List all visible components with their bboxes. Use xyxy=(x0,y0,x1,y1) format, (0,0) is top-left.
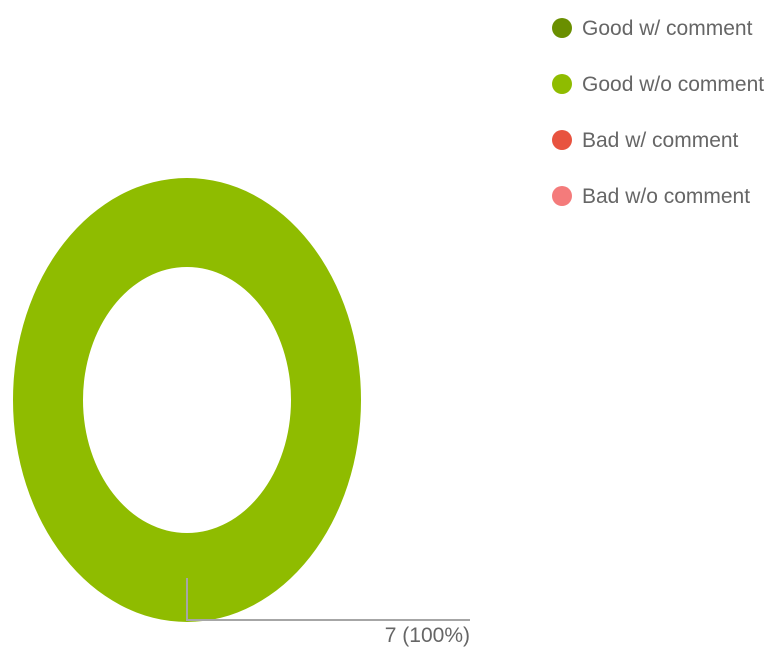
legend-marker-bad-w-comment xyxy=(552,130,572,150)
data-label-leaders xyxy=(186,578,470,621)
legend-marker-good-w-o-comment xyxy=(552,74,572,94)
legend: Good w/ comment Good w/o comment Bad w/ co… xyxy=(552,17,764,208)
legend-label-good-w-comment: Good w/ comment xyxy=(582,17,753,40)
donut-slices xyxy=(13,178,361,622)
legend-marker-good-w-comment xyxy=(552,18,572,38)
legend-label-good-w-o-comment: Good w/o comment xyxy=(582,73,764,96)
data-label-leader-line xyxy=(186,578,470,621)
data-label-good-wo-comment: 7 (100%) xyxy=(385,624,470,647)
legend-marker-bad-w-o-comment xyxy=(552,186,572,206)
legend-item-bad-w-comment[interactable]: Bad w/ comment xyxy=(552,129,739,152)
slice-good-w-o-comment xyxy=(13,178,361,622)
legend-item-good-w-comment[interactable]: Good w/ comment xyxy=(552,17,753,40)
legend-label-bad-w-o-comment: Bad w/o comment xyxy=(582,185,750,208)
legend-label-bad-w-comment: Bad w/ comment xyxy=(582,129,739,152)
legend-item-good-w-o-comment[interactable]: Good w/o comment xyxy=(552,73,764,96)
legend-item-bad-w-o-comment[interactable]: Bad w/o comment xyxy=(552,185,750,208)
data-labels: 7 (100%) xyxy=(385,624,470,647)
